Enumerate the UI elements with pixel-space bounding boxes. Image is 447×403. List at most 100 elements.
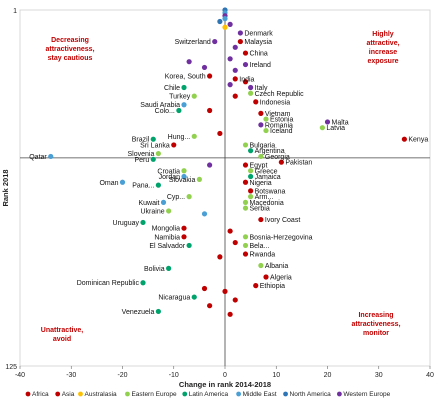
data-point [232, 93, 238, 99]
point-label: Malta [332, 119, 349, 126]
data-point [181, 173, 187, 180]
point-label: Bolivia [144, 266, 165, 273]
data-point [227, 82, 233, 88]
data-point [232, 44, 238, 50]
point-label: Bela... [250, 243, 270, 250]
point-label: Ireland [250, 62, 272, 69]
quadrant-labels: Decreasing attractiveness, stay cautious Hi… [41, 31, 401, 343]
data-point [150, 136, 156, 142]
legend-entry: Africa [32, 391, 49, 398]
data-point [140, 219, 146, 226]
data-point [186, 194, 192, 200]
quadrant-label-top-right: Highly attractive, increase exposure [366, 31, 399, 65]
point-label: Estonia [270, 117, 293, 124]
point-label: Brazil [132, 137, 150, 144]
data-point [227, 228, 233, 234]
y-axis-label: Rank 2018 [1, 169, 10, 206]
legend-marker [337, 391, 342, 397]
x-tick-label: 10 [272, 372, 280, 379]
data-point [227, 21, 233, 27]
point-label: Kenya [408, 137, 428, 144]
point-label: Switzerland [175, 39, 211, 46]
data-point [191, 133, 197, 139]
data-point [171, 142, 177, 148]
data-point [248, 84, 254, 91]
data-point [207, 162, 213, 168]
data-point [222, 24, 228, 30]
data-point [258, 110, 264, 116]
point-label: Romania [265, 122, 293, 129]
point-label: Vietnam [265, 111, 291, 118]
legend-entry: Western Europe [343, 391, 390, 398]
point-label: Dominican Republic [77, 280, 140, 287]
data-points [48, 7, 407, 317]
x-tick-label: 30 [375, 372, 383, 379]
point-label: El Salvador [149, 243, 185, 250]
point-label: Bulgaria [250, 142, 276, 149]
point-label: Hung... [168, 134, 191, 141]
data-point [258, 216, 264, 223]
x-tick-label: 40 [426, 372, 434, 379]
data-point [237, 30, 243, 36]
data-point [166, 265, 172, 271]
data-point [237, 38, 243, 45]
point-label: Turkey [169, 94, 191, 101]
data-point [258, 122, 264, 128]
point-label: Botswana [255, 188, 286, 195]
point-label: Iceland [270, 128, 293, 135]
data-point [232, 297, 238, 303]
point-label: India [239, 76, 254, 83]
point-label: Italy [255, 85, 268, 92]
point-label: Korea, South [165, 74, 206, 81]
quadrant-label-bottom-left: Unattractive, avoid [41, 327, 83, 343]
point-label: Slovakia [169, 177, 196, 184]
point-label: Denmark [244, 30, 273, 37]
data-point [248, 194, 254, 200]
legend-marker [125, 391, 130, 397]
data-point [217, 254, 223, 260]
data-point [227, 311, 233, 317]
data-point [140, 280, 146, 286]
point-label: Indonesia [260, 99, 290, 106]
data-point [166, 208, 172, 214]
point-label: Latvia [326, 125, 345, 132]
data-point [242, 242, 249, 249]
legend-marker [236, 391, 242, 397]
legend-marker [283, 391, 288, 397]
legend-entry: Asia [62, 391, 75, 398]
data-point [242, 61, 249, 68]
legend-marker [55, 391, 61, 397]
point-labels: Denmark Malaysia Switzerland China Ireland Ko… [29, 30, 428, 315]
data-point [186, 242, 192, 249]
data-point [248, 168, 254, 174]
legend-entry: North America [290, 391, 332, 398]
data-point [155, 150, 161, 157]
data-point [253, 99, 259, 105]
data-point [278, 159, 284, 165]
x-tick-label: -30 [66, 372, 76, 379]
point-label: Jamaica [255, 174, 281, 181]
data-point [242, 251, 249, 257]
y-tick-label: 125 [5, 364, 17, 371]
data-point [248, 173, 254, 180]
data-point [181, 234, 187, 240]
quadrant-label-bottom-right: Increasing attractiveness, monitor [351, 312, 400, 337]
data-point [319, 125, 325, 131]
data-point [242, 179, 249, 185]
data-point [232, 239, 238, 246]
data-point [181, 102, 187, 108]
data-point [155, 182, 161, 188]
data-point [217, 130, 223, 137]
point-label: Algeria [270, 275, 292, 282]
data-point [48, 153, 54, 160]
point-label: Serbia [250, 206, 270, 213]
legend-entry: Middle East [243, 391, 277, 398]
data-point [196, 176, 202, 182]
data-point [150, 156, 156, 162]
point-label: Argentina [255, 148, 285, 155]
data-point [201, 285, 208, 292]
data-point [242, 199, 249, 205]
data-point [201, 211, 208, 217]
x-axis-label: Change in rank 2014-2018 [179, 380, 271, 389]
data-point [324, 119, 331, 125]
